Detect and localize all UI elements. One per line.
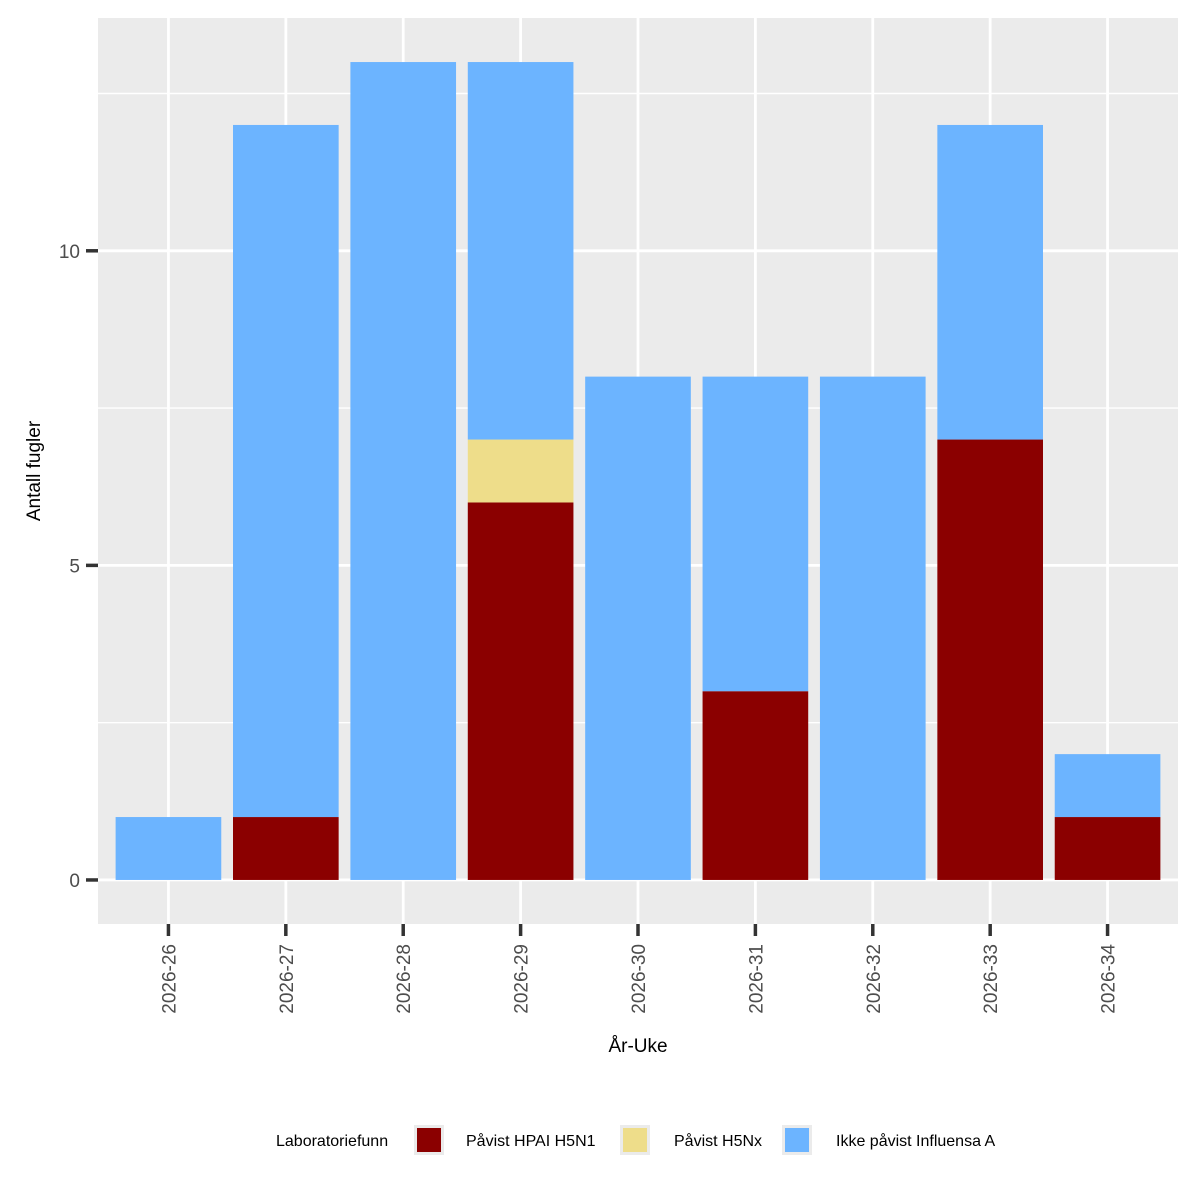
bar-2026-27-series-0 [233,817,339,880]
y-tick-label-0: 0 [69,871,80,892]
legend: Laboratoriefunn Påvist HPAI H5N1 Påvist … [276,1125,996,1155]
x-tick-label-2: 2026-28 [394,944,415,1014]
y-axis: 0 5 10 [59,242,98,892]
x-tick-label-5: 2026-31 [746,944,767,1014]
bar-2026-33-series-2 [937,124,1043,440]
bar-2026-34-series-0 [1054,817,1161,880]
legend-title: Laboratoriefunn [276,1133,388,1150]
x-tick-label-7: 2026-33 [981,944,1002,1014]
x-tick-label-8: 2026-34 [1099,944,1120,1014]
bar-2026-30-series-2 [585,376,691,880]
bar-2026-31-series-2 [702,376,809,692]
bar-2026-33-series-0 [937,439,1043,880]
bar-2026-27-series-2 [233,124,339,818]
bar-2026-29-series-1 [467,439,574,503]
bar-2026-34-series-2 [1054,754,1161,818]
y-axis-title: Antall fugler [24,420,45,521]
legend-swatch-negative [785,1128,809,1152]
bar-2026-32-series-2 [819,376,926,880]
bar-2026-29-series-0 [467,502,574,880]
legend-label-h5n1: Påvist HPAI H5N1 [466,1132,596,1150]
y-tick-label-2: 10 [59,242,80,263]
x-tick-label-0: 2026-26 [159,944,180,1014]
y-tick-label-1: 5 [69,556,80,577]
x-tick-label-6: 2026-32 [864,944,885,1014]
bar-2026-31-series-0 [702,691,809,880]
x-tick-label-3: 2026-29 [512,944,533,1014]
bar-2026-28-series-2 [350,62,457,880]
x-axis: 2026-26 2026-27 2026-28 2026-29 2026-30 2026-… [159,924,1120,1014]
bars [115,62,1161,880]
x-tick-label-1: 2026-27 [277,944,298,1014]
bar-2026-29-series-2 [467,62,574,440]
x-axis-title: År-Uke [608,1036,667,1057]
legend-swatch-h5nx [623,1128,647,1152]
legend-label-h5nx: Påvist H5Nx [674,1132,762,1150]
x-tick-label-4: 2026-30 [629,944,650,1014]
legend-swatch-h5n1 [417,1128,441,1152]
legend-label-negative: Ikke påvist Influensa A [836,1132,996,1150]
bar-2026-26-series-2 [115,817,222,880]
